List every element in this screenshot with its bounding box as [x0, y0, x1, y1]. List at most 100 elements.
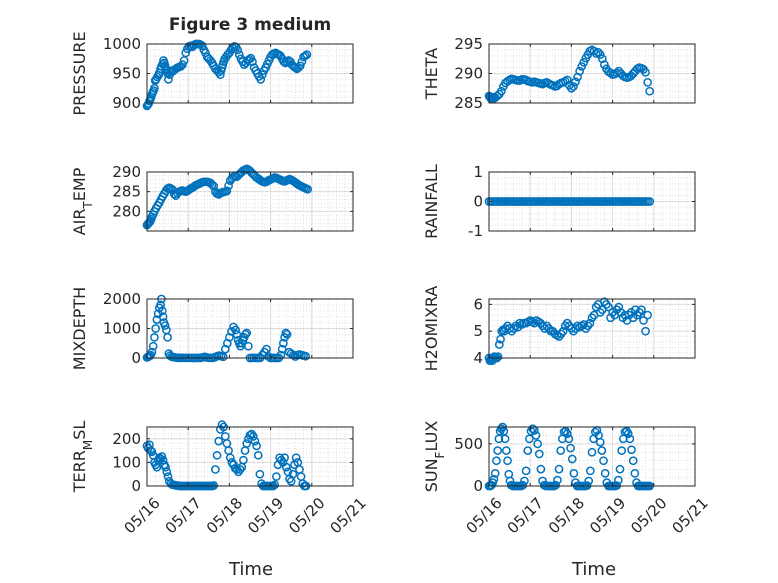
data-point [585, 318, 595, 328]
data-point [218, 352, 228, 362]
data-point [556, 446, 566, 455]
y-tick-label: 285 [454, 94, 483, 112]
y-tick-label: 2000 [103, 290, 141, 308]
data-point [553, 475, 562, 485]
data-point [222, 186, 232, 196]
y-tick-label: 4 [473, 349, 483, 367]
data-point [148, 341, 158, 351]
y-tick-label: 0 [473, 477, 483, 495]
y-tick-label: 1000 [103, 35, 141, 53]
y-axis-label: AIRTEMP [70, 167, 95, 235]
data-point [160, 321, 170, 330]
data-point [248, 432, 258, 441]
y-tick-label: 0 [131, 349, 141, 367]
y-tick-label: 200 [112, 430, 141, 448]
data-point [569, 82, 578, 91]
data-point [641, 326, 650, 336]
axes-box [146, 426, 354, 487]
data-point [239, 455, 248, 465]
data-point [575, 66, 584, 76]
data-point [520, 476, 529, 486]
y-tick-label: 290 [112, 163, 141, 181]
data-point [295, 61, 305, 71]
data-point [151, 324, 161, 333]
data-point [244, 341, 253, 351]
data-point [494, 340, 504, 349]
data-series [484, 297, 652, 366]
y-axis-label: PRESSURE [70, 31, 89, 115]
subplot-pressure: 900 950 1000 PRESSURE [70, 31, 354, 116]
data-point [567, 83, 576, 93]
subplot-mixdepth: 0 1000 2000 MIXDEPTH [70, 287, 354, 370]
data-point [518, 480, 528, 490]
data-point [599, 456, 608, 466]
data-point [232, 330, 242, 339]
data-point [623, 429, 633, 439]
data-point [258, 70, 267, 80]
data-point [253, 450, 263, 460]
data-point [614, 302, 624, 312]
data-point [281, 328, 291, 338]
data-point [587, 447, 597, 457]
subplot-rainfall: -1 0 1 RAINFALL [422, 163, 696, 240]
data-point [302, 50, 312, 59]
data-point [584, 476, 594, 486]
y-tick-label: 0 [131, 477, 141, 495]
data-point [534, 449, 544, 459]
data-point [551, 480, 561, 490]
data-point [301, 351, 310, 361]
data-point [643, 310, 652, 320]
data-point [281, 462, 291, 472]
figure-title: Figure 3 medium [169, 15, 331, 35]
data-point [147, 347, 157, 357]
y-tick-label: 1000 [103, 320, 141, 338]
data-point [586, 466, 595, 476]
data-point [248, 57, 257, 67]
y-axis-label: THETA [422, 48, 441, 100]
data-point [489, 474, 499, 484]
data-point [303, 184, 313, 194]
data-point [256, 75, 266, 84]
data-point [288, 469, 298, 479]
data-point [614, 475, 623, 485]
data-series [142, 39, 312, 111]
data-point [158, 312, 168, 322]
y-tick-label: 0 [473, 193, 483, 211]
data-point [150, 333, 159, 342]
data-point [558, 326, 568, 336]
y-axis-label: TERRMSL [70, 421, 95, 494]
data-point [211, 465, 220, 474]
data-point [231, 325, 240, 335]
data-point [501, 446, 511, 455]
y-tick-label: 295 [454, 35, 483, 53]
y-tick-label: 280 [112, 202, 141, 220]
data-point [225, 453, 235, 463]
data-point [641, 67, 650, 77]
data-point [643, 78, 652, 87]
y-tick-label: 5 [473, 322, 483, 340]
data-point [493, 352, 503, 362]
data-point [250, 436, 260, 446]
data-point [277, 344, 287, 354]
data-point [490, 469, 500, 478]
data-point [212, 450, 222, 460]
data-point [241, 330, 250, 339]
data-point [214, 436, 224, 446]
data-point [288, 350, 298, 360]
data-point [536, 464, 546, 474]
data-point [242, 328, 252, 338]
data-point [595, 437, 605, 447]
data-point [566, 443, 575, 453]
data-point [564, 434, 574, 444]
data-point [503, 456, 512, 466]
data-point [571, 77, 580, 87]
axes-background [147, 172, 353, 231]
data-point [604, 302, 613, 312]
data-point [600, 60, 609, 70]
axes-box [488, 298, 696, 359]
axes-box [146, 171, 354, 232]
y-axis-label: SUNFLUX [422, 421, 447, 493]
data-point [630, 469, 640, 478]
data-point [523, 446, 533, 455]
